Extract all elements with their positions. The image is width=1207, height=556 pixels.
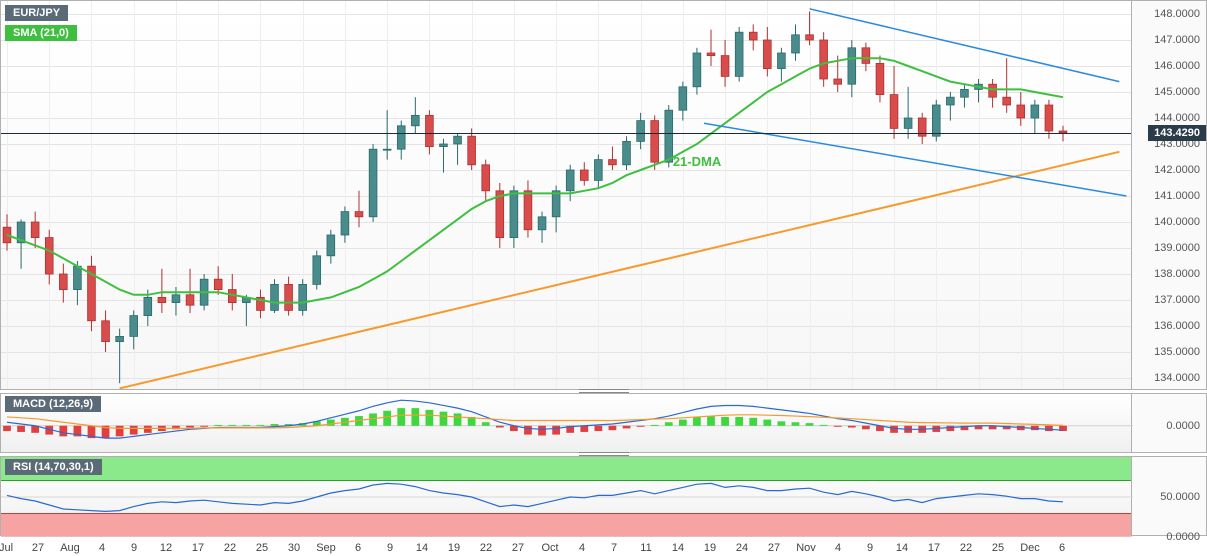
y-tick-label: 136.0000 — [1154, 320, 1200, 332]
y-tick-label: 140.0000 — [1154, 216, 1200, 228]
y-tick-label: 50.0000 — [1160, 491, 1200, 503]
x-tick-label: 22 — [224, 542, 236, 554]
sma-annotation: 21-DMA — [673, 154, 721, 169]
y-tick-label: 147.0000 — [1154, 34, 1200, 46]
y-tick-label: 141.0000 — [1154, 190, 1200, 202]
sma-badge: SMA (21,0) — [5, 25, 77, 41]
price-panel[interactable]: EUR/JPY SMA (21,0) 21-DMA 143.4290 134.0… — [0, 0, 1207, 390]
y-tick-label: 139.0000 — [1154, 242, 1200, 254]
x-tick-label: 17 — [928, 542, 940, 554]
x-tick-label: 7 — [611, 542, 617, 554]
x-tick-label: 6 — [355, 542, 361, 554]
x-tick-label: 4 — [579, 542, 585, 554]
price-plot[interactable]: EUR/JPY SMA (21,0) 21-DMA — [1, 1, 1131, 389]
macd-panel[interactable]: MACD (12,26,9) 0.0000 — [0, 393, 1207, 453]
macd-svg — [1, 394, 1133, 454]
x-tick-label: 27 — [512, 542, 524, 554]
rsi-y-axis: 0.000050.0000 — [1131, 457, 1206, 535]
x-tick-label: 14 — [672, 542, 684, 554]
y-tick-label: 148.0000 — [1154, 8, 1200, 20]
x-tick-label: 25 — [992, 542, 1004, 554]
x-tick-label: 25 — [256, 542, 268, 554]
x-tick-label: 19 — [448, 542, 460, 554]
x-tick-label: 9 — [387, 542, 393, 554]
x-tick-label: 4 — [99, 542, 105, 554]
price-flag: 143.4290 — [1148, 125, 1206, 141]
y-tick-label: 0.0000 — [1166, 420, 1200, 432]
rsi-panel[interactable]: RSI (14,70,30,1) 0.000050.0000 — [0, 456, 1207, 536]
x-tick-label: 22 — [480, 542, 492, 554]
y-tick-label: 134.0000 — [1154, 372, 1200, 384]
x-tick-label: 14 — [896, 542, 908, 554]
chart-container: EUR/JPY SMA (21,0) 21-DMA 143.4290 134.0… — [0, 0, 1207, 555]
y-tick-label: 142.0000 — [1154, 164, 1200, 176]
price-y-axis: 143.4290 134.0000 135.0000 136.0000 137.000… — [1131, 1, 1206, 389]
rsi-overbought-zone — [1, 457, 1131, 481]
y-tick-label: 146.0000 — [1154, 60, 1200, 72]
rsi-plot[interactable]: RSI (14,70,30,1) — [1, 457, 1131, 535]
x-tick-label: 22 — [960, 542, 972, 554]
x-tick-label: Oct — [541, 542, 558, 554]
x-tick-label: Jul — [0, 542, 13, 554]
current-price-line — [1, 133, 1131, 134]
x-tick-label: 11 — [640, 542, 651, 554]
panel-resize-handle[interactable] — [579, 388, 629, 394]
x-tick-label: Dec — [1020, 542, 1040, 554]
rsi-badge: RSI (14,70,30,1) — [5, 459, 102, 475]
x-tick-label: 6 — [1059, 542, 1065, 554]
x-tick-label: 19 — [704, 542, 716, 554]
x-tick-label: 12 — [160, 542, 172, 554]
rsi-oversold-zone — [1, 513, 1131, 537]
y-tick-label: 135.0000 — [1154, 346, 1200, 358]
x-tick-label: 30 — [288, 542, 300, 554]
x-tick-label: 17 — [192, 542, 204, 554]
y-tick-label: 144.0000 — [1154, 112, 1200, 124]
y-tick-label: 137.0000 — [1154, 294, 1200, 306]
x-tick-label: Aug — [60, 542, 80, 554]
y-tick-label: 0.0000 — [1166, 531, 1200, 543]
x-tick-label: 27 — [32, 542, 44, 554]
x-tick-label: 4 — [835, 542, 841, 554]
pair-badge: EUR/JPY — [5, 5, 68, 21]
macd-y-axis: 0.0000 — [1131, 394, 1206, 452]
x-tick-label: Nov — [796, 542, 816, 554]
x-tick-label: 24 — [736, 542, 748, 554]
macd-plot[interactable]: MACD (12,26,9) — [1, 394, 1131, 452]
x-tick-label: 14 — [416, 542, 428, 554]
x-axis: Jul 27 Aug 4 9 12 17 22 25 30 Sep 6 9 14 19 22 27 Oct 4 7 11… — [0, 538, 1132, 556]
panel-resize-handle-2[interactable] — [579, 451, 629, 457]
x-tick-label: 27 — [768, 542, 780, 554]
y-tick-label: 145.0000 — [1154, 86, 1200, 98]
macd-badge: MACD (12,26,9) — [5, 396, 101, 412]
x-tick-label: 9 — [131, 542, 137, 554]
x-tick-label: Sep — [316, 542, 336, 554]
y-tick-label: 138.0000 — [1154, 268, 1200, 280]
x-tick-label: 9 — [867, 542, 873, 554]
